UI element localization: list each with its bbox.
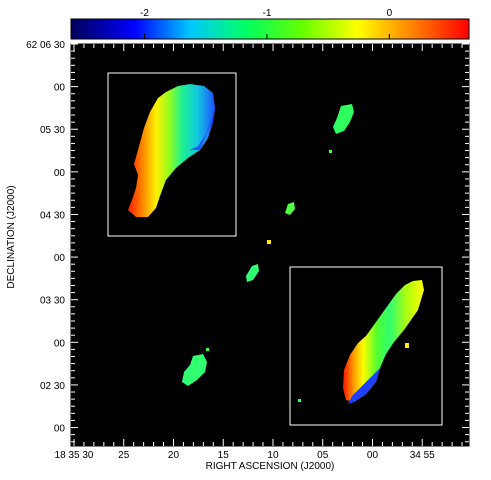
north-inset-frame xyxy=(107,72,237,237)
x-tick-label: 34 55 xyxy=(410,450,435,461)
y-tick-label: 00 xyxy=(54,253,66,264)
y-tick-label: 03 30 xyxy=(40,296,65,307)
colorbar-tick-label: 0 xyxy=(387,8,393,19)
jet-blob-mid xyxy=(285,202,295,215)
plot-area: 18 35 30 25 20 15 10 05 00 34 55 62 06 30 00 05 3… xyxy=(26,40,470,461)
y-tick-label: 00 xyxy=(54,338,66,349)
south-lobe-inset xyxy=(289,266,443,426)
colorbar-tick-label: -1 xyxy=(262,8,271,19)
colorbar-ticks: -2 -1 0 xyxy=(140,8,393,39)
x-tick-label: 00 xyxy=(367,450,379,461)
x-tick-label: 10 xyxy=(267,450,279,461)
x-tick-label: 18 35 30 xyxy=(55,450,94,461)
south-inset-frame xyxy=(289,266,443,426)
x-tick-label: 20 xyxy=(168,450,180,461)
north-lobe-edge xyxy=(190,108,215,150)
x-tick-label: 05 xyxy=(317,450,329,461)
emission-layer xyxy=(107,72,443,426)
y-tick-label: 04 30 xyxy=(40,210,65,221)
y-tick-label: 02 30 xyxy=(40,381,65,392)
x-axis-ticks: 18 35 30 25 20 15 10 05 00 34 55 xyxy=(55,44,463,461)
y-tick-label: 62 06 30 xyxy=(26,40,65,51)
jet-blob-top-speck xyxy=(329,150,332,153)
north-lobe-inset xyxy=(107,72,237,237)
south-lobe-speck-b xyxy=(298,399,301,402)
x-tick-label: 25 xyxy=(118,450,130,461)
jet-blob-south-speck xyxy=(206,348,209,351)
colorbar-gradient xyxy=(70,18,470,40)
south-lobe-speck-a xyxy=(405,343,409,348)
y-tick-label: 00 xyxy=(54,424,66,435)
south-lobe xyxy=(343,280,424,402)
y-axis-ticks: 62 06 30 00 05 30 00 04 30 00 03 30 00 02 30 00 xyxy=(26,40,469,443)
jet-blob-top xyxy=(333,104,354,134)
jet-blob-knot xyxy=(246,264,259,282)
x-axis-title: RIGHT ASCENSION (J2000) xyxy=(206,461,335,472)
x-tick-label: 15 xyxy=(218,450,230,461)
south-lobe-shadow xyxy=(348,368,380,404)
plot-background xyxy=(70,43,470,447)
north-lobe xyxy=(128,84,215,217)
y-axis-title: DECLINATION (J2000) xyxy=(6,185,17,288)
jet-blob-south xyxy=(182,354,207,386)
y-tick-label: 00 xyxy=(54,83,66,94)
y-tick-label: 05 30 xyxy=(40,125,65,136)
jet-blob-core xyxy=(267,240,271,244)
colorbar: -2 -1 0 xyxy=(70,8,470,40)
colorbar-tick-label: -2 xyxy=(140,8,149,19)
y-tick-label: 00 xyxy=(54,168,66,179)
